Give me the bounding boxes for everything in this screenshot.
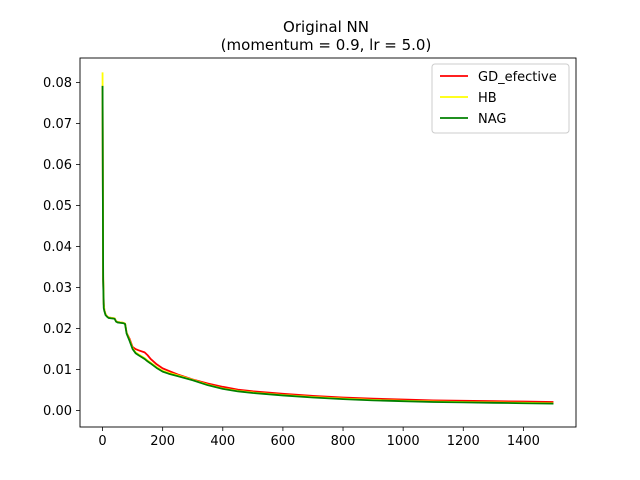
series-line-nag — [101, 85, 554, 405]
y-tick-label: 0.02 — [43, 322, 72, 337]
x-tick-label: 800 — [331, 434, 356, 449]
chart-title: Original NN — [283, 18, 369, 36]
legend-label: HB — [478, 91, 497, 106]
x-tick-label: 600 — [270, 434, 295, 449]
legend-box — [431, 63, 570, 134]
plot-frame — [79, 57, 577, 428]
y-tick-label: 0.06 — [43, 158, 72, 173]
y-tick-label: 0.01 — [43, 363, 72, 378]
x-tick-label: 400 — [210, 434, 235, 449]
legend-label: NAG — [478, 112, 506, 127]
x-tick-label: 1000 — [387, 434, 420, 449]
legend: GD_efective HB NAG — [431, 63, 570, 134]
y-tick-label: 0.00 — [43, 404, 72, 419]
x-tick-label: 1200 — [447, 434, 480, 449]
x-tick-label: 200 — [150, 434, 175, 449]
axis-layer: 0 200 400 600 800 1000 1200 1400 0.00 0.01 0.02 0.0… — [43, 76, 540, 449]
x-tick-label: 1400 — [507, 434, 540, 449]
x-tick-label: 0 — [98, 434, 106, 449]
series-layer — [101, 72, 554, 405]
legend-label: GD_efective — [478, 70, 557, 85]
chart-subtitle: (momentum = 0.9, lr = 5.0) — [221, 36, 432, 54]
y-tick-label: 0.04 — [43, 240, 72, 255]
y-tick-label: 0.05 — [43, 199, 72, 214]
y-tick-label: 0.07 — [43, 117, 72, 132]
y-tick-label: 0.08 — [43, 76, 72, 91]
y-tick-label: 0.03 — [43, 281, 72, 296]
